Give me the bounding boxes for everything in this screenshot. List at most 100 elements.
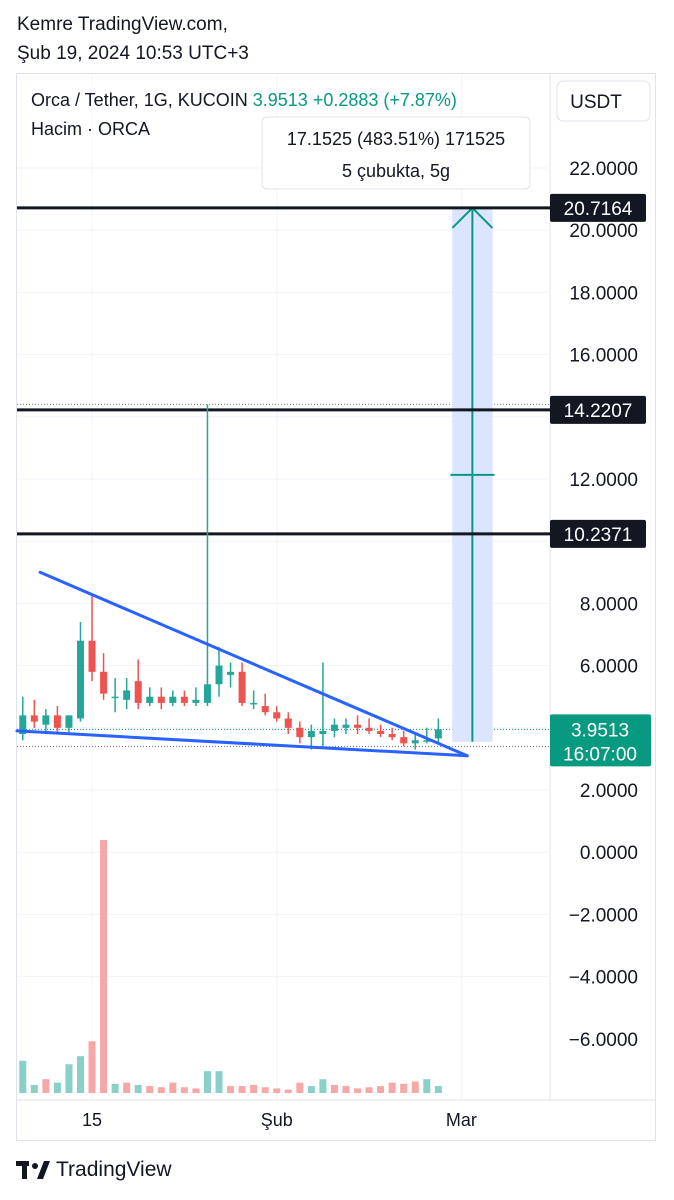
candle-body (330, 724, 338, 731)
volume-bar (111, 1083, 119, 1093)
projection-info-box (261, 116, 531, 190)
y-tick-label: 16.0000 (569, 346, 638, 367)
volume-bar (238, 1086, 246, 1093)
volume-bar (434, 1086, 442, 1093)
candle-body (19, 715, 27, 735)
y-tick-label: 8.0000 (580, 594, 638, 615)
candle-body (192, 699, 200, 703)
projection-info-line2: 5 çubukta, 5g (342, 161, 450, 181)
y-tick-label: 18.0000 (569, 283, 638, 304)
volume-bar (65, 1064, 73, 1093)
candle-body (261, 706, 269, 713)
y-tick-label: 6.0000 (580, 657, 638, 678)
y-tick-label: −6.0000 (569, 1030, 638, 1051)
volume-bar (411, 1081, 419, 1093)
candle-body (227, 671, 235, 675)
candle-body (146, 696, 154, 703)
level-price-tag-text: 20.7164 (564, 199, 633, 220)
volume-bar (319, 1079, 327, 1093)
candle-body (388, 734, 396, 738)
volume-bar (76, 1056, 84, 1093)
volume-bar (354, 1088, 362, 1093)
y-tick-label: 2.0000 (580, 781, 638, 802)
chart-frame[interactable] (16, 73, 656, 1141)
candle-body (296, 727, 304, 738)
level-price-tag-text: 14.2207 (564, 401, 633, 422)
candle-body (423, 740, 431, 742)
last-price-tag (550, 714, 651, 767)
wedge-trendline (15, 729, 469, 758)
volume-bar (88, 1041, 96, 1093)
candle-body (411, 740, 419, 744)
volume-bar (377, 1086, 385, 1093)
x-tick-label: Mar (446, 1110, 477, 1130)
candle-body (157, 696, 165, 703)
volume-bar (227, 1086, 235, 1093)
volume-bar (250, 1084, 258, 1093)
y-tick-label: 0.0000 (580, 843, 638, 864)
candle-body (100, 671, 108, 694)
volume-bar (134, 1084, 142, 1093)
candle-body (53, 715, 61, 728)
currency-button[interactable] (556, 80, 651, 122)
candle-body (307, 730, 315, 738)
volume-bar (365, 1087, 373, 1093)
volume-bar (400, 1083, 408, 1093)
candle-body (250, 702, 258, 705)
volume-bar (180, 1087, 188, 1093)
volume-bar (157, 1087, 165, 1093)
symbol-legend-change: +0.2883 (+7.87%) (308, 90, 457, 110)
level-price-tag (550, 193, 646, 222)
level-price-tag (550, 395, 646, 424)
last-price-tag-text: 3.9513 (571, 720, 629, 741)
x-tick-label: 15 (82, 1110, 102, 1130)
level-price-tag-text: 10.2371 (564, 525, 633, 546)
candle-body (434, 729, 442, 739)
volume-bar (146, 1086, 154, 1093)
wedge-trendline (38, 570, 469, 758)
y-tick-label: −2.0000 (569, 905, 638, 926)
volume-bar (423, 1079, 431, 1093)
candle-body (273, 712, 281, 719)
tradingview-logo-icon (16, 1161, 50, 1179)
volume-bar (19, 1060, 27, 1093)
symbol-legend-price: 3.9513 (248, 90, 308, 110)
volume-bar (296, 1082, 304, 1093)
candle-body (284, 718, 292, 728)
candle-body (88, 640, 96, 672)
volume-bar (100, 840, 108, 1093)
y-tick-label: 12.0000 (569, 470, 638, 491)
tradingview-logo[interactable]: TradingView (16, 1158, 172, 1182)
candle-body (134, 681, 142, 703)
volume-bar (307, 1086, 315, 1093)
volume-bar (330, 1084, 338, 1093)
volume-bar (169, 1082, 177, 1093)
volume-bar (261, 1087, 269, 1093)
bar-countdown-text: 16:07:00 (563, 744, 637, 765)
volume-bar (192, 1088, 200, 1093)
screenshot-author: Kemre TradingView.com, (17, 14, 228, 35)
volume-bar (388, 1082, 396, 1093)
candle-body (42, 715, 50, 725)
candle-body (123, 690, 131, 700)
candle-body (238, 671, 246, 703)
candle-body (169, 696, 177, 703)
tradingview-wordmark: TradingView (56, 1158, 172, 1181)
volume-bar (53, 1082, 61, 1093)
candle-body (377, 730, 385, 735)
candle-body (342, 724, 350, 728)
candle-body (30, 715, 38, 722)
volume-bar (273, 1088, 281, 1093)
symbol-legend: Orca / Tether, 1G, KUCOIN 3.9513 +0.2883… (31, 90, 457, 110)
currency-button-label: USDT (570, 92, 622, 113)
volume-bar (284, 1089, 292, 1093)
y-tick-label: 20.0000 (569, 221, 638, 242)
candle-body (354, 724, 362, 728)
candle-body (180, 696, 188, 703)
candle-body (76, 640, 84, 719)
volume-bar (203, 1071, 211, 1093)
candle-body (319, 730, 327, 735)
candle-body (111, 696, 119, 699)
candle-body (400, 737, 408, 744)
